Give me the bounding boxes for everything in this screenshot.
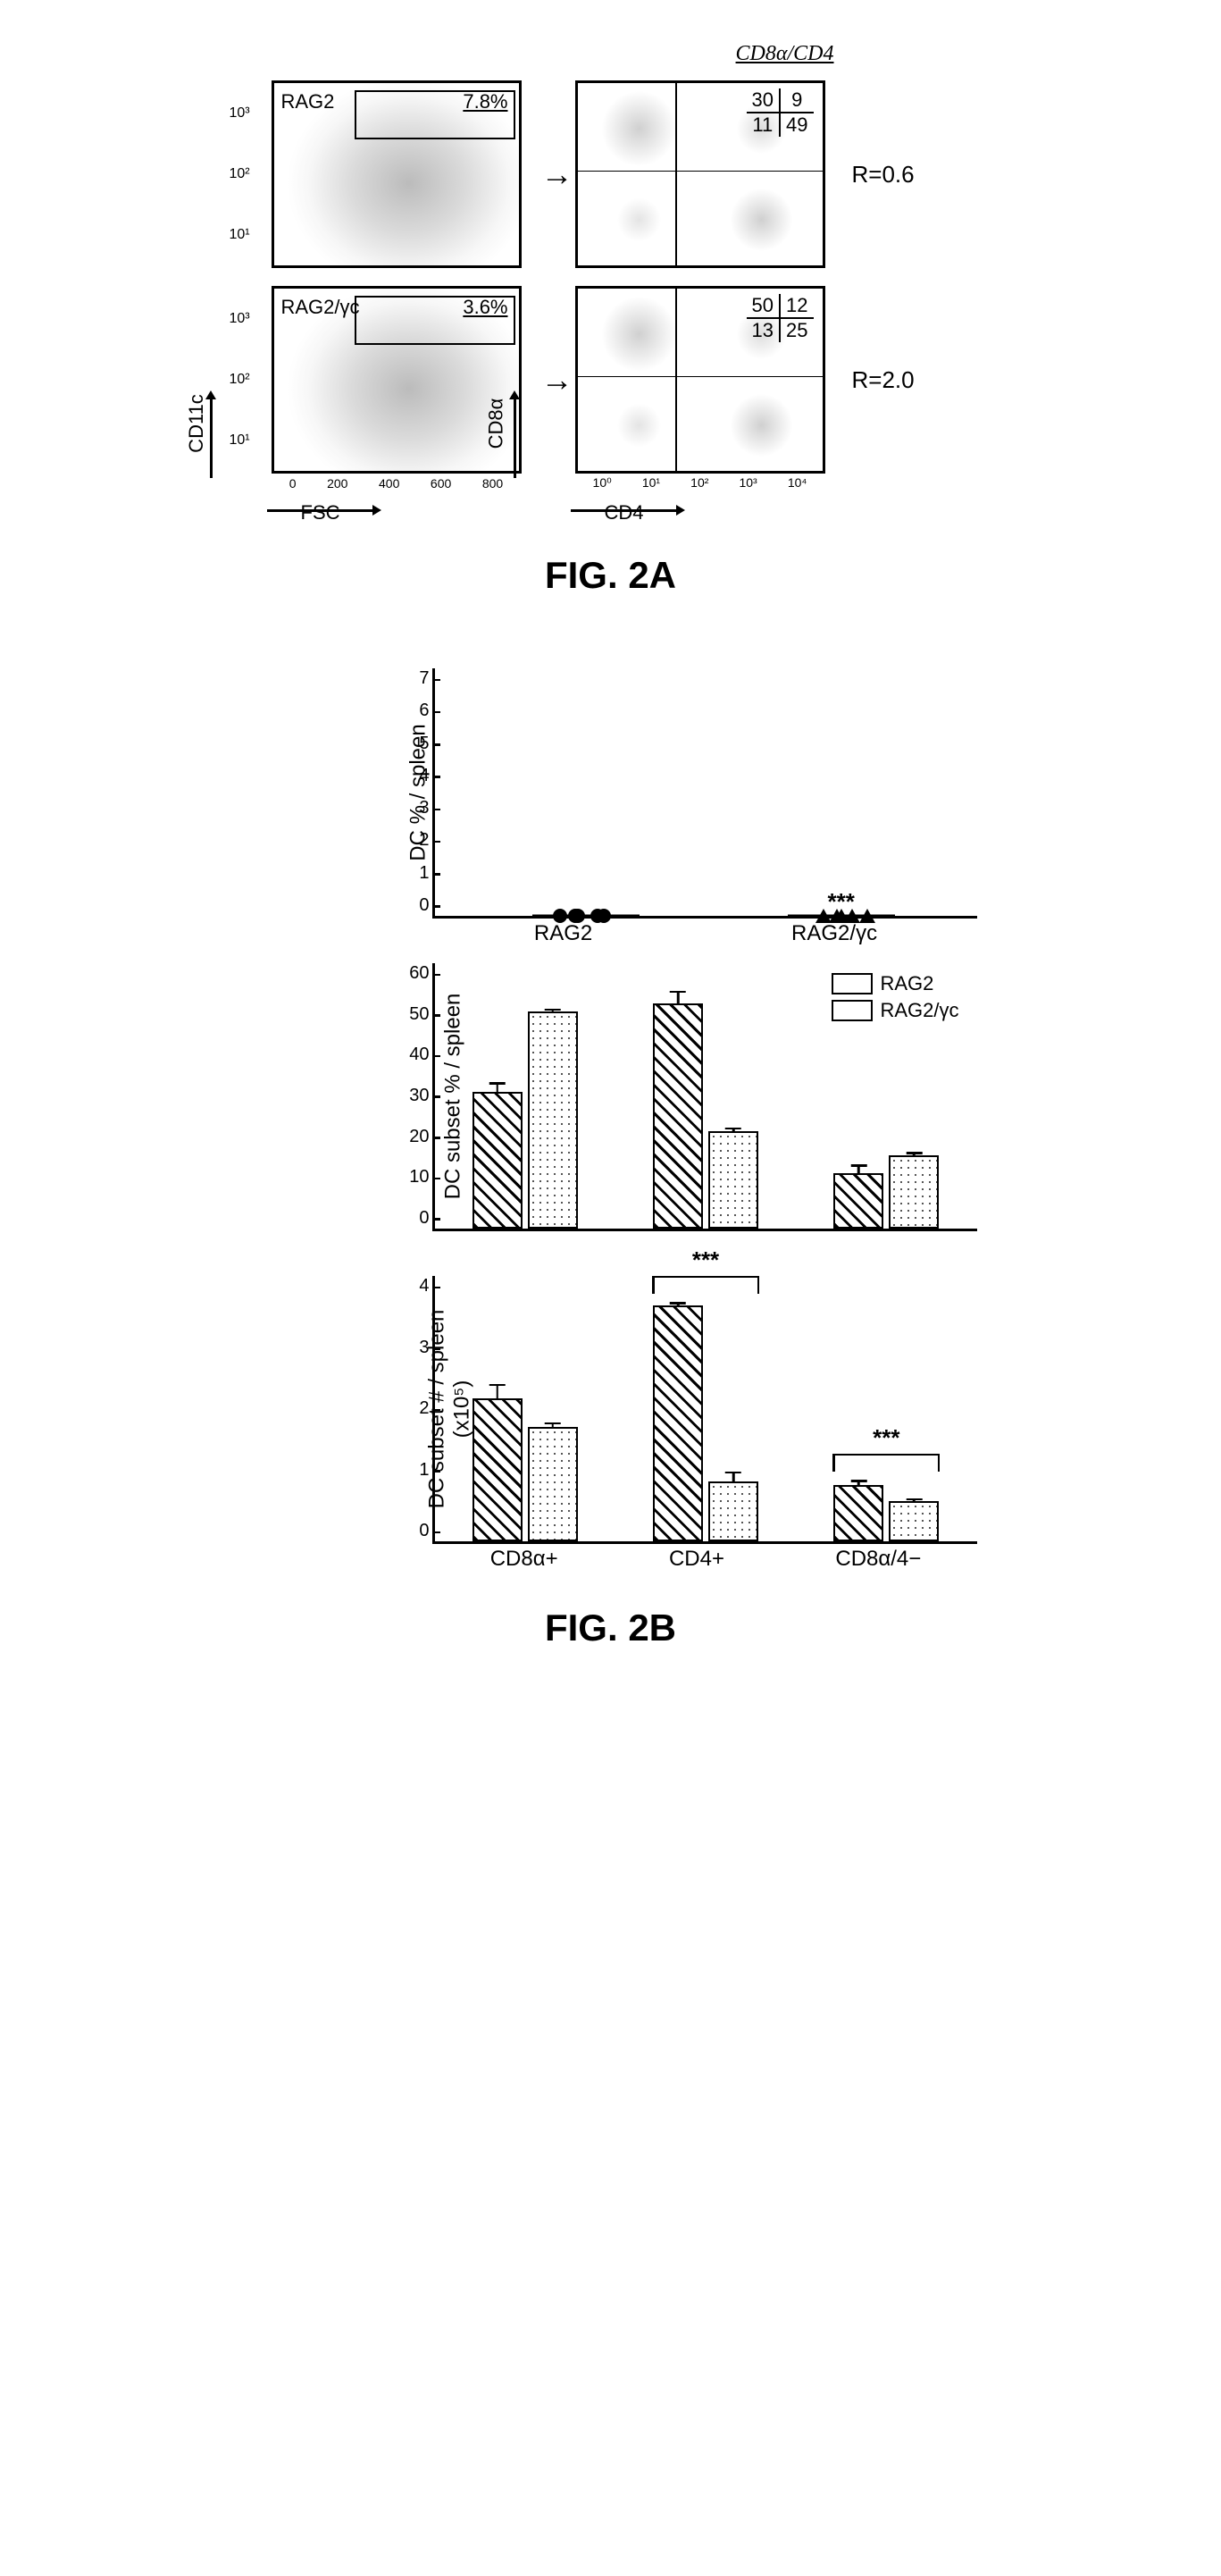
bar-hatch — [473, 1398, 523, 1541]
x-ticks: 10⁰ 10¹ 10² 10³ 10⁴ — [578, 475, 823, 491]
x-axis-label-cd4: CD4 — [605, 501, 644, 524]
error-bar — [551, 1422, 554, 1429]
significance-bracket — [652, 1276, 759, 1285]
figure-2b: DC % / spleen 01234567 RAG2 RAG2/γc *** … — [245, 668, 977, 1649]
error-bar — [677, 991, 680, 1005]
bar-dots — [889, 1155, 939, 1229]
mean-line — [532, 915, 640, 918]
y-axis-title: DC subset # / spleen (x10⁵) — [424, 1309, 474, 1508]
bar-hatch — [653, 1305, 703, 1541]
column-header-cd8cd4: CD8α/CD4 — [575, 42, 843, 66]
y-ticks: 0102030405060 — [399, 963, 430, 1229]
y-ticks: 10¹ 10² 10³ — [230, 289, 250, 471]
bar-hatch — [473, 1092, 523, 1229]
error-bar — [496, 1384, 498, 1401]
legend-item-rag2: RAG2 — [832, 972, 958, 995]
x-categories: CD8α+ CD4+ CD8α/4− — [435, 1547, 977, 1572]
x-axis-label-fsc: FSC — [301, 501, 340, 524]
error-bar — [913, 1498, 916, 1504]
bar-hatch — [653, 1003, 703, 1229]
scatter-dc-percent-spleen: DC % / spleen 01234567 RAG2 RAG2/γc *** — [432, 668, 977, 919]
significance-bracket — [832, 1454, 940, 1463]
figure-label-2b: FIG. 2B — [245, 1607, 977, 1649]
error-bar — [551, 1009, 554, 1014]
error-bar — [496, 1082, 498, 1093]
bar-dots — [528, 1427, 578, 1541]
legend-swatch-hatch — [832, 973, 873, 994]
bar-dc-subset-percent: DC subset % / spleen 0102030405060 RAG2 … — [432, 963, 977, 1231]
bar-dots — [708, 1481, 758, 1541]
bar-dots — [528, 1011, 578, 1229]
bar-group — [473, 1011, 578, 1229]
genotype-label: RAG2/γc — [281, 296, 360, 319]
error-bar — [732, 1128, 735, 1133]
bar-group — [653, 1003, 758, 1229]
figure-2a: CD8α/CD4 RAG2 7.8% 10¹ 10² 10³ → — [272, 36, 950, 597]
bar-group — [833, 1155, 939, 1229]
y-axis-arrow — [210, 398, 213, 478]
bar-group — [833, 1485, 939, 1541]
quadrant-values: 309 1149 — [747, 88, 814, 137]
legend-item-rag2gc: RAG2/γc — [832, 999, 958, 1022]
ratio-label: R=2.0 — [843, 366, 950, 394]
bar-dots — [889, 1501, 939, 1541]
bar-dots — [708, 1131, 758, 1229]
quadrant-values: 5012 1325 — [747, 294, 814, 342]
bar-group — [653, 1305, 758, 1541]
error-bar — [913, 1152, 916, 1157]
error-bar — [857, 1164, 860, 1175]
facs-plot-rag2-cd8-cd4: 309 1149 — [575, 80, 825, 268]
significance-label: *** — [873, 1424, 899, 1452]
x-ticks: 0 200 400 600 800 — [274, 476, 519, 491]
gate-box — [355, 90, 515, 139]
arrow-icon: → — [539, 155, 575, 193]
bar-group — [473, 1398, 578, 1541]
significance-label: *** — [828, 888, 855, 916]
significance-label: *** — [692, 1246, 719, 1274]
error-bar — [732, 1472, 735, 1483]
gate-box — [355, 296, 515, 345]
x-categories: RAG2 RAG2/γc — [435, 921, 977, 946]
y-axis-label-cd11c: CD11c — [184, 394, 207, 453]
y-axis-label-cd8a: CD8α — [484, 399, 507, 449]
y-ticks: 01234 — [399, 1276, 430, 1541]
y-axis-arrow — [514, 398, 516, 478]
facs-plot-rag2gc-cd8-cd4: 5012 1325 10⁰ 10¹ 10² 10³ 10⁴ CD8α — [575, 286, 825, 474]
figure-label-2a: FIG. 2A — [272, 554, 950, 597]
y-ticks: 10¹ 10² 10³ — [230, 83, 250, 265]
arrow-icon: → — [539, 361, 575, 399]
genotype-label: RAG2 — [281, 90, 335, 113]
error-bar — [857, 1480, 860, 1486]
bar-hatch — [833, 1485, 883, 1541]
legend-swatch-dots — [832, 1000, 873, 1021]
legend: RAG2 RAG2/γc — [832, 972, 958, 1026]
error-bar — [677, 1302, 680, 1307]
bar-dc-subset-number: DC subset # / spleen (x10⁵) 01234 CD8α+ … — [432, 1276, 977, 1544]
facs-plot-rag2-cd11c-fsc: RAG2 7.8% 10¹ 10² 10³ — [272, 80, 522, 268]
bar-hatch — [833, 1173, 883, 1229]
y-ticks: 01234567 — [399, 668, 430, 916]
ratio-label: R=0.6 — [843, 161, 950, 189]
y-axis-title: DC subset % / spleen — [440, 993, 465, 1199]
